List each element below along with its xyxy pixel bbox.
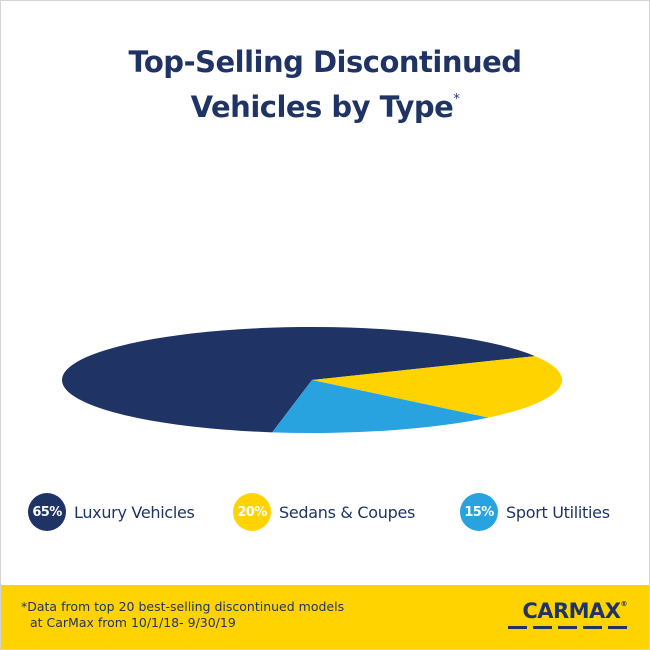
legend-label-suv: Sport Utilities	[506, 502, 610, 522]
pie-slices	[62, 327, 562, 434]
logo-dash	[558, 626, 577, 629]
pie-slice-sedans	[312, 356, 562, 418]
legend: 65% Luxury Vehicles 20% Sedans & Coupes …	[1, 492, 649, 532]
pie-slice-luxury	[62, 327, 536, 433]
title-line-2-text: Vehicles by Type	[190, 90, 454, 124]
title-line-2: Vehicles by Type*	[1, 81, 649, 126]
carmax-logo: CARMAX®	[508, 599, 631, 635]
legend-item-luxury: 65% Luxury Vehicles	[28, 492, 195, 532]
logo-registered-mark: ®	[620, 600, 628, 608]
legend-badge-luxury: 65%	[28, 493, 66, 531]
legend-label-luxury: Luxury Vehicles	[74, 502, 195, 522]
legend-badge-sedans: 20%	[233, 493, 271, 531]
pie-slice-suv	[272, 380, 489, 434]
footnote-line-2: at CarMax from 10/1/18- 9/30/19	[30, 615, 236, 630]
logo-dashes	[508, 626, 627, 629]
footnote-line-1: *Data from top 20 best-selling discontin…	[21, 599, 345, 614]
logo-dash	[533, 626, 552, 629]
legend-item-sedans: 20% Sedans & Coupes	[233, 492, 415, 532]
chart-title: Top-Selling Discontinued Vehicles by Typ…	[1, 43, 649, 126]
title-asterisk: *	[453, 92, 460, 107]
title-line-1: Top-Selling Discontinued	[128, 45, 522, 79]
legend-badge-suv: 15%	[460, 493, 498, 531]
logo-dash	[583, 626, 602, 629]
logo-wordmark: CARMAX®	[522, 599, 627, 623]
legend-item-suv: 15% Sport Utilities	[460, 492, 610, 532]
legend-label-sedans: Sedans & Coupes	[279, 502, 416, 522]
logo-dash	[508, 626, 527, 629]
logo-text: CARMAX	[522, 599, 621, 623]
logo-dash	[608, 626, 627, 629]
footnote: *Data from top 20 best-selling discontin…	[21, 599, 344, 631]
footer-banner: *Data from top 20 best-selling discontin…	[1, 585, 649, 649]
